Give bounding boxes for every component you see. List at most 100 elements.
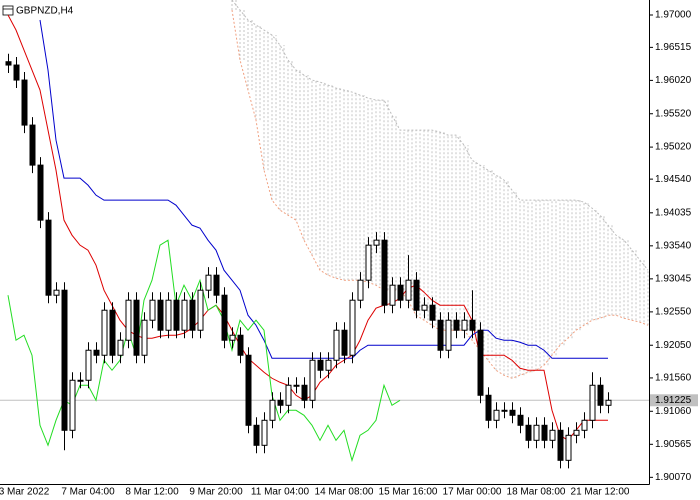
candle-body	[237, 334, 244, 356]
candle-body	[541, 424, 548, 441]
candle-body	[357, 279, 364, 301]
candle-body	[93, 349, 100, 356]
candle-body	[5, 61, 12, 66]
candle-body	[365, 244, 372, 281]
y-tick-label: 1.97000	[655, 10, 692, 21]
y-tick-label: 1.93540	[655, 240, 692, 251]
chart-title: GBPNZD,H4	[16, 6, 74, 17]
candle-body	[317, 359, 324, 371]
candle-body	[101, 309, 108, 356]
candle-body	[157, 299, 164, 331]
candle-body	[69, 379, 76, 431]
candle-body	[77, 379, 84, 382]
candle-body	[525, 424, 532, 441]
candle-body	[29, 124, 36, 166]
candle-body	[477, 329, 484, 396]
x-tick-label: 11 Mar 04:00	[251, 487, 310, 498]
x-tick-label: 21 Mar 12:00	[571, 487, 630, 498]
candle-body	[517, 414, 524, 426]
candle-body	[309, 359, 316, 401]
candle-body	[149, 299, 156, 321]
candle-body	[453, 319, 460, 331]
candle-body	[381, 239, 388, 306]
x-tick-label: 9 Mar 20:00	[189, 487, 243, 498]
candle-body	[117, 339, 124, 356]
candle-body	[485, 394, 492, 421]
y-tick-label: 1.94540	[655, 174, 692, 185]
candle-body	[597, 384, 604, 406]
candle-body	[557, 429, 564, 461]
candle-body	[269, 399, 276, 421]
candle-body	[229, 334, 236, 341]
x-tick-label: 17 Mar 00:00	[443, 487, 502, 498]
candle-body	[53, 289, 60, 296]
candle-body	[413, 279, 420, 311]
candle-body	[285, 384, 292, 406]
y-tick-label: 1.92050	[655, 340, 692, 351]
candle-body	[533, 424, 540, 441]
y-tick-label: 1.95020	[655, 142, 692, 153]
candle-body	[397, 284, 404, 301]
candle-body	[189, 299, 196, 331]
candle-body	[325, 359, 332, 371]
candle-body	[349, 299, 356, 356]
candle-body	[405, 279, 412, 301]
indicator-line	[7, 14, 608, 441]
candle-body	[173, 299, 180, 331]
y-tick-label: 1.95520	[655, 108, 692, 119]
candle-body	[133, 299, 140, 356]
x-tick-label: 14 Mar 08:00	[315, 487, 374, 498]
indicator-line	[39, 19, 608, 359]
candle-body	[181, 299, 188, 331]
candle-body	[253, 424, 260, 446]
x-tick-label: 15 Mar 16:00	[379, 487, 438, 498]
candle-body	[141, 319, 148, 356]
candle-body	[45, 219, 52, 296]
candle-body	[421, 304, 428, 311]
candle-body	[85, 349, 92, 381]
x-tick-label: 3 Mar 2022	[0, 487, 50, 498]
candle-body	[61, 289, 68, 431]
senkou-span-b	[231, 0, 649, 271]
candle-body	[605, 399, 612, 406]
candle-body	[501, 409, 508, 412]
candle-body	[165, 299, 172, 331]
candle-body	[37, 164, 44, 221]
x-tick-label: 18 Mar 08:00	[507, 487, 566, 498]
candle-body	[509, 409, 516, 416]
y-tick-label: 1.91560	[655, 373, 692, 384]
candle-body	[109, 309, 116, 356]
candle-body	[277, 399, 284, 406]
y-tick-label: 1.96020	[655, 75, 692, 86]
current-price-label: 1.91225	[655, 395, 692, 406]
candle-body	[581, 419, 588, 431]
candle-body	[301, 384, 308, 401]
candle-body	[341, 329, 348, 356]
candle-body	[445, 319, 452, 351]
candle-body	[333, 329, 340, 361]
candle-body	[389, 284, 396, 306]
candle-body	[589, 384, 596, 421]
y-tick-label: 1.94035	[655, 207, 692, 218]
candle-body	[221, 294, 228, 341]
candle-body	[493, 409, 500, 421]
candle-body	[549, 429, 556, 441]
y-tick-label: 1.93045	[655, 273, 692, 284]
candle-body	[469, 319, 476, 331]
candle-body	[197, 289, 204, 331]
y-tick-label: 1.90565	[655, 439, 692, 450]
symbol-icon	[2, 5, 14, 16]
candle-body	[213, 274, 220, 296]
candle-body	[245, 354, 252, 426]
candle-body	[429, 304, 436, 321]
current-price-box	[650, 394, 698, 407]
candle-body	[565, 434, 572, 461]
candle-body	[293, 384, 300, 387]
y-tick-label: 1.90070	[655, 472, 692, 483]
candle-body	[573, 429, 580, 436]
candle-body	[125, 299, 132, 341]
candle-body	[373, 239, 380, 246]
candle-body	[205, 274, 212, 291]
candle-body	[13, 64, 20, 81]
